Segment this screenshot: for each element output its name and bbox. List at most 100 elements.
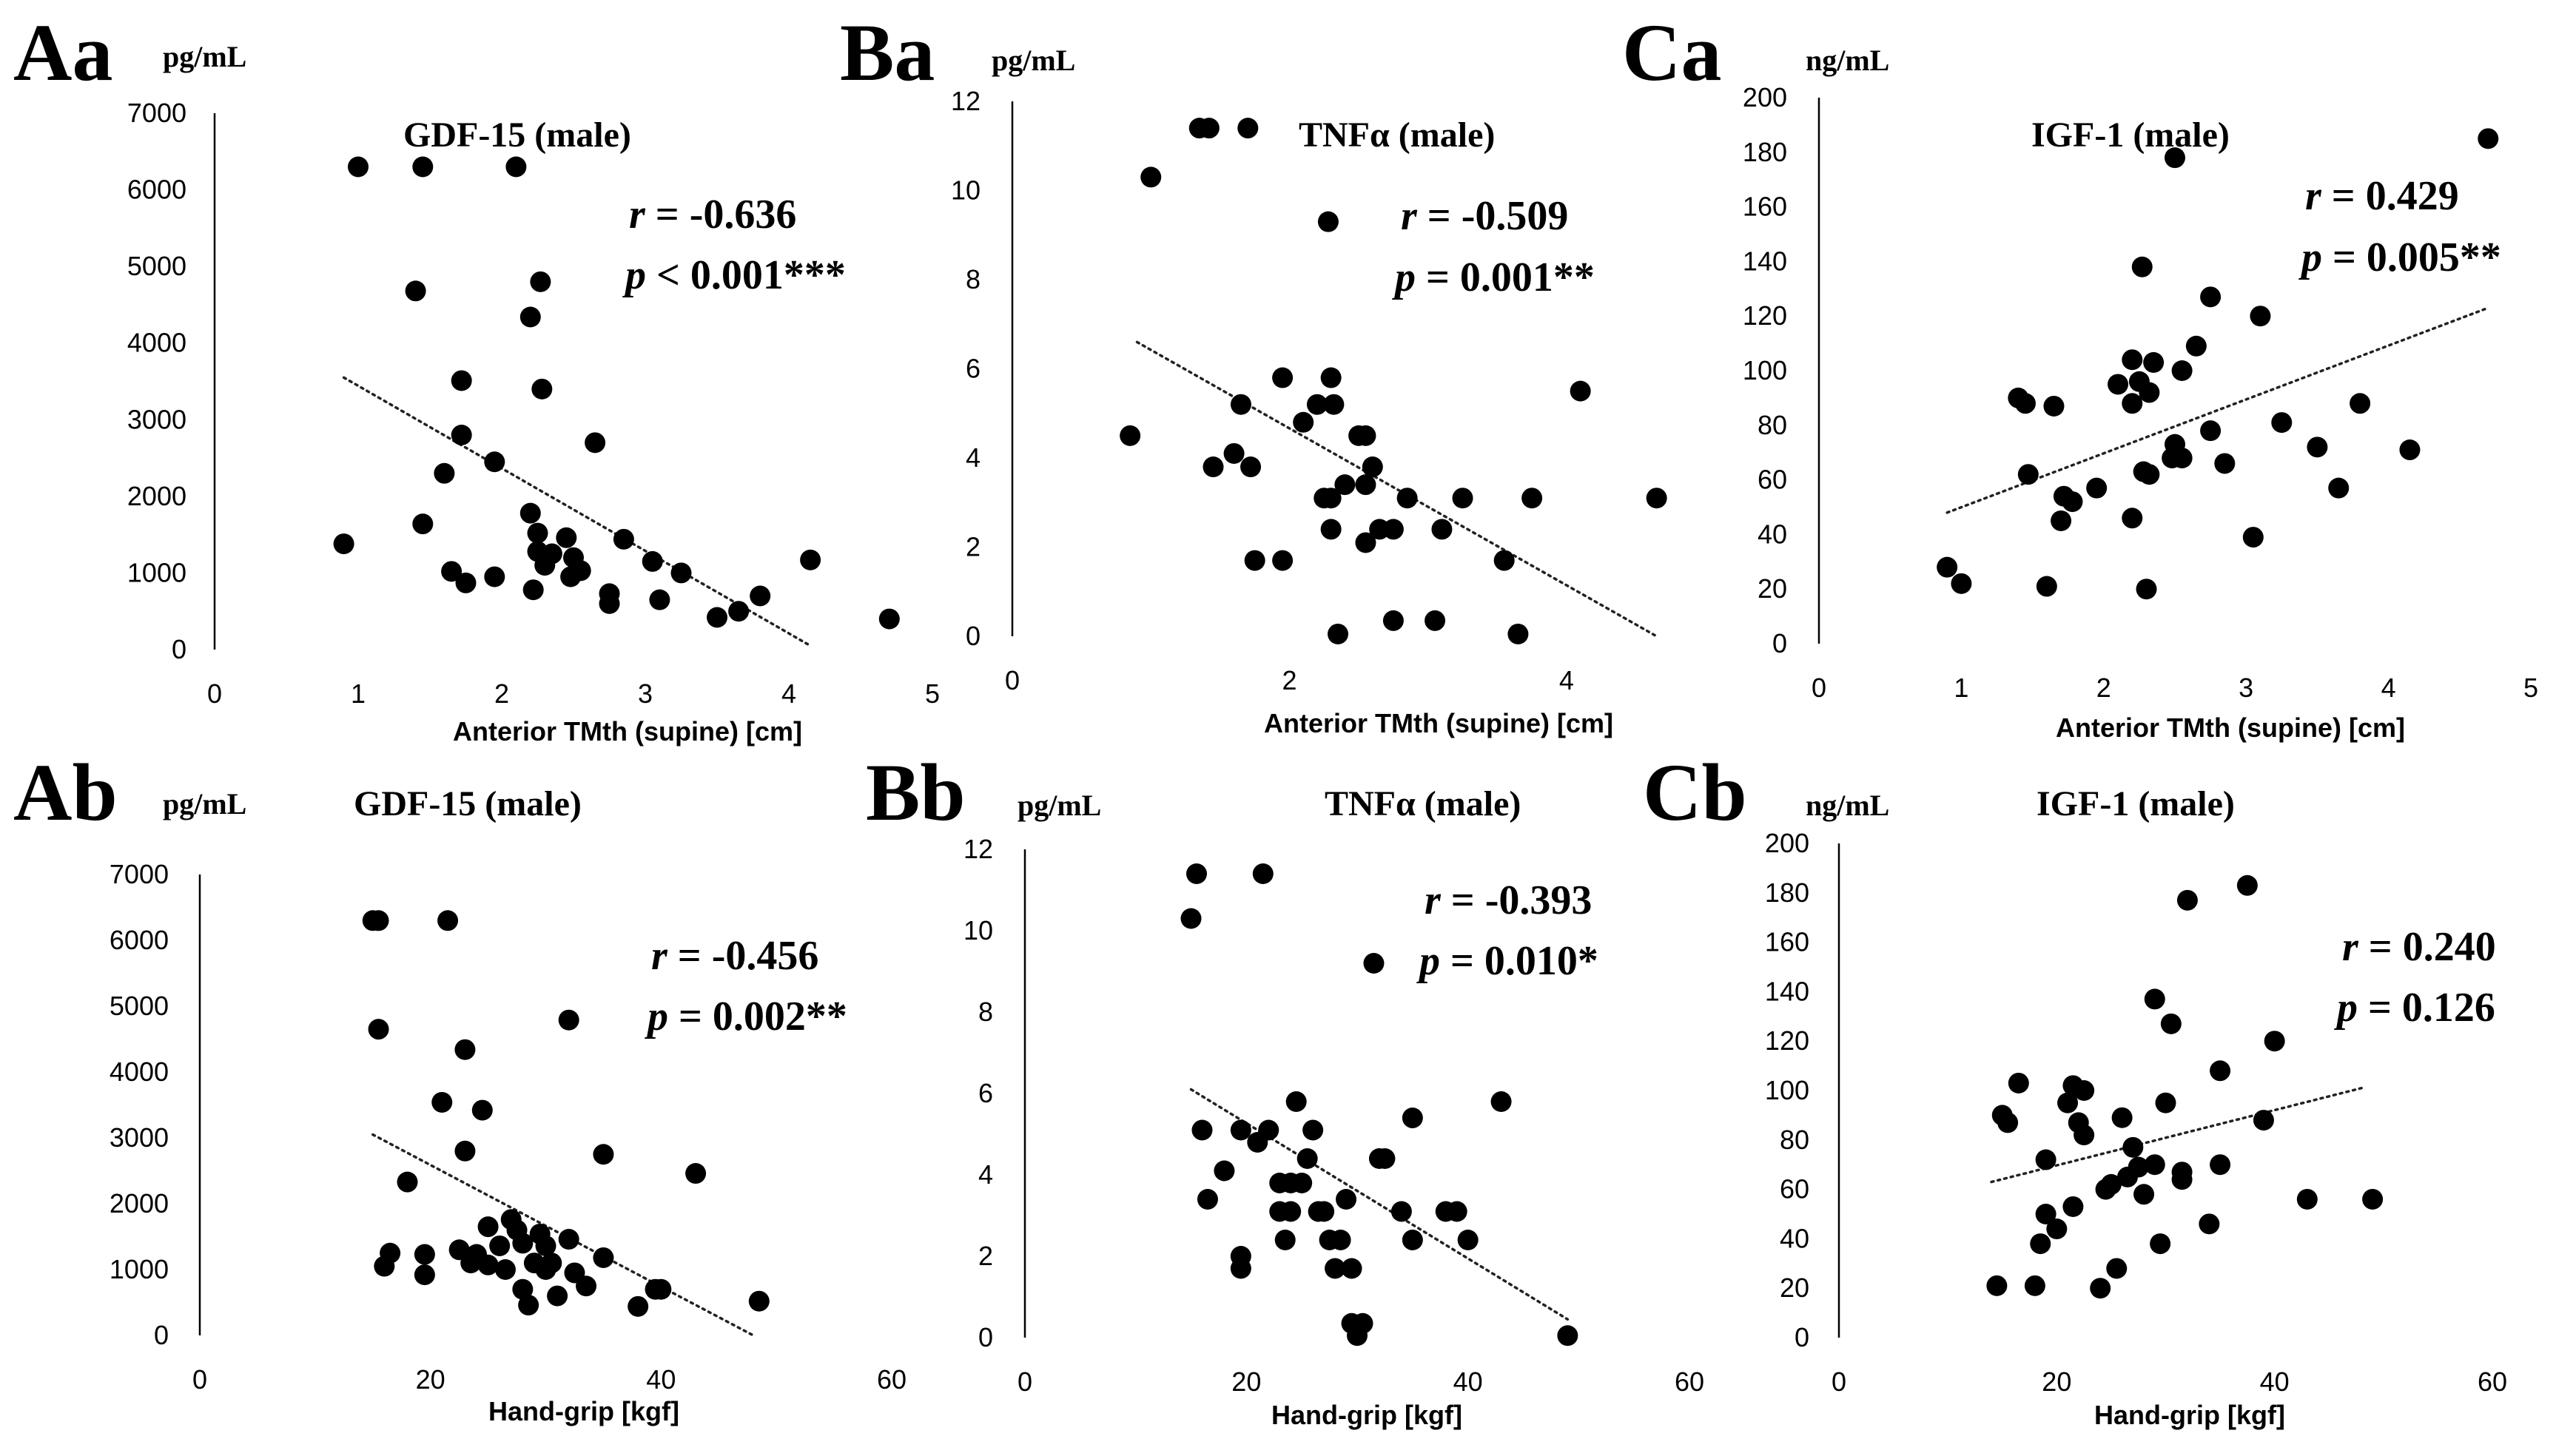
data-point: [613, 528, 634, 550]
x-tick-label: 60: [2478, 1366, 2507, 1397]
data-point: [518, 1295, 539, 1316]
data-point: [1328, 623, 1348, 644]
data-point: [489, 1235, 511, 1256]
y-tick-label: 2: [978, 1241, 993, 1271]
y-tick-label: 0: [154, 1320, 169, 1350]
data-point: [512, 1278, 534, 1300]
x-tick-label: 2: [1282, 665, 1297, 695]
x-tick-label: 4: [1559, 665, 1574, 695]
data-point: [1291, 1173, 1313, 1193]
data-point: [2185, 335, 2207, 357]
data-point: [2171, 1169, 2193, 1190]
chart-title: GDF-15 (male): [403, 115, 631, 155]
data-point: [2122, 1136, 2144, 1158]
data-point: [2328, 477, 2350, 499]
stat-p: p = 0.005**: [2298, 235, 2501, 280]
y-tick-label: 0: [1772, 628, 1787, 658]
data-point: [585, 432, 606, 454]
data-point: [414, 1244, 435, 1265]
data-point: [484, 451, 505, 473]
unit-label: pg/mL: [992, 44, 1075, 77]
trend-line: [1135, 340, 1658, 638]
x-axis-label: Hand-grip [kgf]: [2094, 1400, 2285, 1430]
data-point: [437, 910, 459, 931]
data-point: [2296, 1188, 2318, 1210]
data-point: [1280, 1201, 1302, 1222]
data-point: [1402, 1108, 1423, 1128]
x-tick-label: 20: [1231, 1366, 1261, 1397]
data-point: [728, 601, 750, 622]
y-tick-label: 4000: [110, 1056, 169, 1087]
data-point: [2131, 256, 2153, 277]
x-tick-label: 0: [1018, 1366, 1032, 1397]
panel-Cb: Cb ng/mL IGF-1 (male) r = 0.240 p = 0.12…: [1643, 747, 2507, 1430]
data-point: [2478, 128, 2499, 149]
x-tick-label: 2: [2096, 673, 2111, 703]
panel-Ba: Ba pg/mL TNFα (male) r = -0.509 p = 0.00…: [840, 7, 1667, 738]
data-point: [333, 533, 354, 555]
stat-r: r = -0.393: [1425, 877, 1592, 923]
y-tick-label: 160: [1743, 192, 1787, 222]
data-point: [1306, 394, 1328, 415]
data-point: [570, 560, 591, 582]
stat-p: p = 0.001**: [1392, 255, 1595, 300]
x-axis-label: Anterior TMth (supine) [cm]: [1264, 708, 1613, 738]
x-tick-label: 3: [638, 678, 653, 709]
data-point: [1330, 1230, 1351, 1250]
stat-r: r = 0.240: [2342, 924, 2496, 970]
data-point: [2133, 1184, 2155, 1205]
y-tick-label: 120: [1765, 1025, 1809, 1056]
data-point: [2122, 508, 2143, 529]
data-point: [1230, 394, 1251, 415]
y-tick-label: 6: [978, 1078, 993, 1108]
x-axis-label: Hand-grip [kgf]: [1271, 1400, 1462, 1430]
y-tick-label: 2000: [127, 481, 186, 511]
panel-label: Aa: [13, 7, 112, 98]
data-point: [1352, 1312, 1373, 1334]
data-point: [1363, 953, 1385, 974]
data-point: [2200, 286, 2222, 308]
chart-title: TNFα (male): [1299, 115, 1495, 155]
data-point: [1341, 1258, 1362, 1279]
x-tick-label: 40: [1453, 1366, 1483, 1397]
data-point: [368, 1019, 389, 1040]
data-point: [1452, 488, 1473, 509]
data-point: [434, 462, 455, 484]
data-point: [1320, 488, 1342, 509]
data-point: [1230, 1119, 1251, 1141]
data-point: [1334, 474, 1356, 496]
data-point: [2236, 874, 2258, 896]
x-tick-label: 1: [1954, 673, 1968, 703]
data-point: [2250, 306, 2271, 327]
data-point: [2271, 412, 2293, 434]
data-point: [2139, 464, 2160, 485]
data-point: [2043, 395, 2065, 417]
stat-r: r = -0.509: [1401, 193, 1568, 239]
chart-title: IGF-1 (male): [2037, 784, 2235, 823]
panel-label: Ca: [1622, 7, 1721, 98]
data-point: [2362, 1188, 2384, 1210]
data-point: [1314, 1201, 1335, 1222]
data-point: [1986, 1275, 2008, 1296]
data-point: [519, 502, 541, 524]
stat-p: p = 0.126: [2334, 985, 2495, 1031]
data-point: [1223, 442, 1245, 464]
x-tick-label: 3: [2239, 673, 2253, 703]
data-point: [1285, 1091, 1307, 1112]
y-tick-label: 0: [966, 621, 981, 651]
data-point: [2108, 374, 2129, 395]
data-point: [451, 370, 472, 391]
data-point: [2057, 1092, 2079, 1113]
data-point: [1446, 1201, 1467, 1222]
data-point: [685, 1163, 707, 1184]
y-tick-label: 10: [963, 915, 993, 946]
data-point: [556, 527, 577, 548]
data-point: [750, 585, 771, 607]
y-tick-label: 1000: [110, 1254, 169, 1284]
y-tick-label: 60: [1758, 465, 1787, 495]
data-point: [1320, 367, 1342, 388]
data-point: [2086, 477, 2108, 499]
data-point: [2106, 1258, 2128, 1279]
stat-p: p < 0.001***: [622, 252, 846, 298]
y-tick-label: 140: [1743, 246, 1787, 276]
